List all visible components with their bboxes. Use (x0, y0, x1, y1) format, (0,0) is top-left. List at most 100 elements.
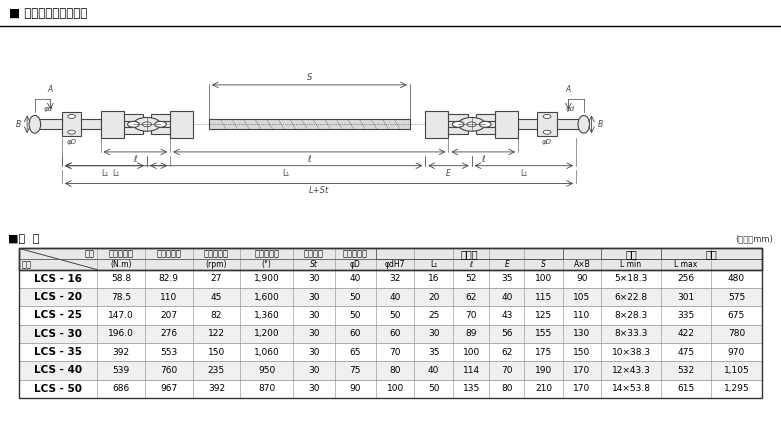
Text: 許容トルク: 許容トルク (109, 249, 134, 258)
Text: LCS - 16: LCS - 16 (34, 274, 82, 284)
Text: キー: キー (625, 249, 637, 259)
Bar (20, 379, 761, 398)
Text: 40: 40 (428, 366, 439, 375)
Text: 30: 30 (308, 366, 319, 375)
Bar (601, 248, 661, 259)
Text: 392: 392 (208, 384, 225, 393)
Text: φdH7: φdH7 (385, 260, 405, 269)
Text: (N.m): (N.m) (110, 260, 132, 269)
Bar (426, 111, 448, 138)
Text: (rpm): (rpm) (205, 260, 227, 269)
Text: 62: 62 (465, 293, 477, 301)
Text: 100: 100 (462, 348, 480, 357)
Circle shape (142, 122, 152, 127)
Text: 1,060: 1,060 (254, 348, 280, 357)
Text: 82: 82 (211, 311, 222, 320)
Text: 50: 50 (349, 293, 361, 301)
Text: 147.0: 147.0 (109, 311, 134, 320)
Text: 全長: 全長 (705, 249, 717, 259)
Bar (209, 120, 410, 129)
Bar (20, 325, 761, 343)
Text: 35: 35 (428, 348, 440, 357)
Text: 60: 60 (349, 329, 361, 338)
Bar (20, 343, 761, 361)
Circle shape (544, 114, 551, 118)
Text: B: B (597, 120, 603, 129)
Text: 30: 30 (308, 384, 319, 393)
Text: 40: 40 (350, 274, 361, 283)
Text: スライド長: スライド長 (343, 249, 368, 258)
Text: φD: φD (542, 139, 552, 145)
Text: L max: L max (675, 260, 697, 269)
Text: 6×22.8: 6×22.8 (615, 293, 647, 301)
Text: 16: 16 (428, 274, 440, 283)
Text: 196.0: 196.0 (108, 329, 134, 338)
Text: 90: 90 (349, 384, 361, 393)
Text: 256: 256 (677, 274, 694, 283)
Text: ■ 図面・製品仕様表組: ■ 図面・製品仕様表組 (9, 7, 87, 20)
Text: 615: 615 (677, 384, 694, 393)
Text: 870: 870 (259, 384, 276, 393)
Text: 65: 65 (349, 348, 361, 357)
Text: 125: 125 (535, 311, 552, 320)
Text: 62: 62 (501, 348, 512, 357)
Text: 539: 539 (112, 366, 130, 375)
Text: 30: 30 (308, 311, 319, 320)
Text: LCS - 40: LCS - 40 (34, 365, 82, 376)
Bar (151, 127, 170, 134)
Text: 475: 475 (677, 348, 694, 357)
Text: クロス定格: クロス定格 (204, 249, 229, 258)
Text: 許容曲角: 許容曲角 (304, 249, 324, 258)
Text: 115: 115 (535, 293, 552, 301)
Text: ヨーク: ヨーク (461, 249, 478, 259)
Circle shape (452, 121, 464, 127)
Text: E: E (446, 169, 451, 178)
Text: (°): (°) (262, 260, 272, 269)
Text: 170: 170 (573, 366, 590, 375)
Text: St: St (310, 260, 318, 269)
Text: LCS - 25: LCS - 25 (34, 310, 82, 321)
Bar (20, 248, 761, 270)
Text: 30: 30 (308, 329, 319, 338)
Bar (518, 120, 557, 129)
Text: 30: 30 (308, 293, 319, 301)
Text: 10×38.3: 10×38.3 (612, 348, 651, 357)
Circle shape (480, 121, 491, 127)
Text: 90: 90 (576, 274, 588, 283)
Text: ℓ: ℓ (481, 155, 485, 164)
Text: 1,900: 1,900 (254, 274, 280, 283)
Text: 135: 135 (462, 384, 480, 393)
Text: 40: 40 (390, 293, 401, 301)
Text: 30: 30 (308, 348, 319, 357)
Text: 100: 100 (387, 384, 404, 393)
Bar (62, 112, 81, 136)
Text: 50: 50 (390, 311, 401, 320)
Circle shape (467, 122, 476, 127)
Text: 70: 70 (501, 366, 512, 375)
Bar (661, 248, 761, 259)
Text: 70: 70 (465, 311, 477, 320)
Text: 110: 110 (573, 311, 590, 320)
Ellipse shape (29, 115, 41, 133)
Text: 950: 950 (259, 366, 276, 375)
Bar (123, 120, 170, 129)
Text: 760: 760 (160, 366, 177, 375)
Bar (495, 111, 518, 138)
Bar (448, 114, 468, 121)
Text: φd: φd (44, 106, 53, 112)
Text: 27: 27 (211, 274, 222, 283)
Bar (557, 120, 583, 129)
Text: 970: 970 (728, 348, 745, 357)
Text: ■仕  様: ■仕 様 (8, 234, 39, 244)
Text: 最大トルク: 最大トルク (156, 249, 181, 258)
Text: L₁: L₁ (112, 169, 119, 178)
Bar (476, 127, 495, 134)
Text: 210: 210 (535, 384, 552, 393)
Text: 532: 532 (677, 366, 694, 375)
Text: 780: 780 (728, 329, 745, 338)
Text: 80: 80 (390, 366, 401, 375)
Text: 1,360: 1,360 (254, 311, 280, 320)
Text: LCS - 50: LCS - 50 (34, 384, 82, 394)
Text: 43: 43 (501, 311, 512, 320)
Text: 70: 70 (390, 348, 401, 357)
